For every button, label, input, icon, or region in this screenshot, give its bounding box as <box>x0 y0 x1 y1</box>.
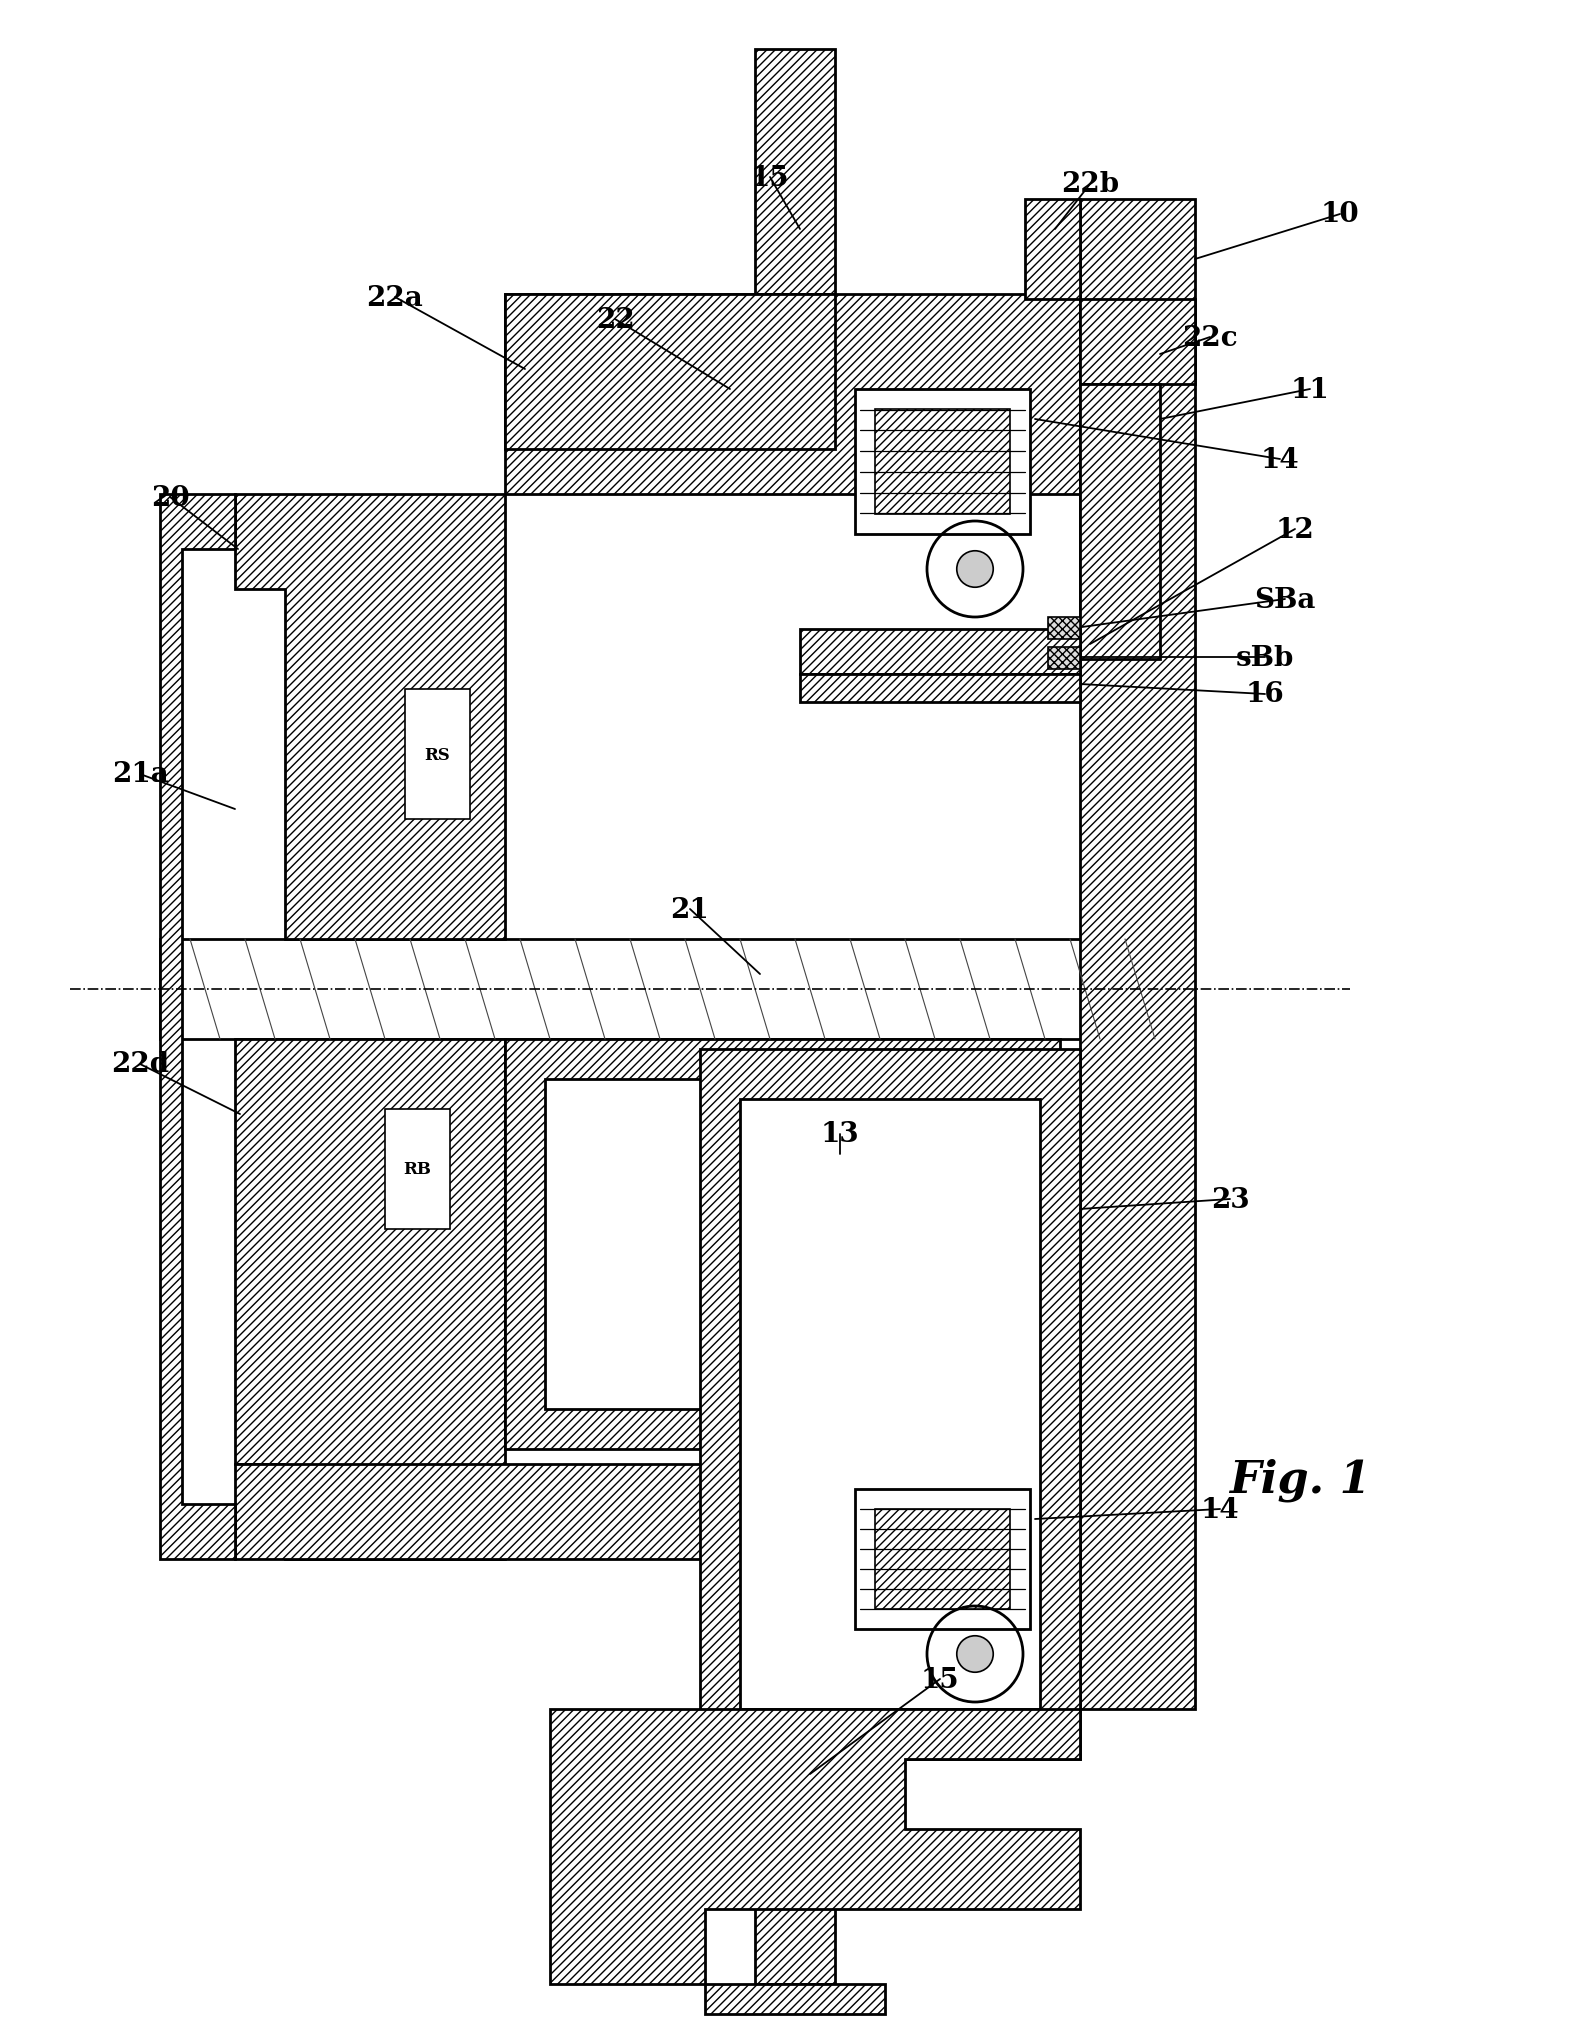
Bar <box>739 1100 1040 1709</box>
Bar <box>755 1760 834 1983</box>
Polygon shape <box>550 1709 1081 2014</box>
Bar <box>1025 199 1081 300</box>
Bar <box>1081 300 1194 386</box>
Text: 20: 20 <box>150 485 190 512</box>
Bar <box>545 1080 1021 1409</box>
Polygon shape <box>235 495 506 940</box>
Text: RS: RS <box>425 747 450 763</box>
Text: 14: 14 <box>1201 1496 1239 1522</box>
Bar <box>799 629 1081 674</box>
Bar <box>1048 617 1081 639</box>
Text: 15: 15 <box>921 1667 959 1693</box>
Bar <box>855 390 1030 534</box>
Bar <box>799 674 1081 702</box>
Bar <box>235 1464 804 1559</box>
Bar <box>1081 199 1194 1709</box>
Bar <box>1081 386 1160 660</box>
Text: 22b: 22b <box>1060 171 1119 199</box>
Text: 22: 22 <box>596 307 635 333</box>
Text: 21a: 21a <box>112 761 169 788</box>
Text: 12: 12 <box>1275 516 1315 544</box>
Text: Fig. 1: Fig. 1 <box>1229 1458 1371 1500</box>
Text: 11: 11 <box>1291 376 1329 404</box>
Text: 22c: 22c <box>1182 325 1237 351</box>
Bar <box>404 690 469 820</box>
Polygon shape <box>235 1039 506 1559</box>
Bar <box>1048 648 1081 670</box>
Text: RB: RB <box>403 1161 431 1177</box>
Circle shape <box>957 1636 994 1673</box>
Bar <box>755 51 834 294</box>
Text: sBb: sBb <box>1236 644 1294 672</box>
Text: 15: 15 <box>750 164 790 191</box>
Bar <box>875 410 1010 516</box>
Text: SBa: SBa <box>1255 587 1316 613</box>
Circle shape <box>957 552 994 589</box>
Text: 23: 23 <box>1210 1186 1250 1212</box>
Bar <box>855 1490 1030 1630</box>
Text: 14: 14 <box>1261 447 1299 473</box>
Polygon shape <box>506 1039 1060 1449</box>
Bar <box>700 1050 1081 1760</box>
Text: 13: 13 <box>820 1121 860 1147</box>
Text: 16: 16 <box>1245 682 1285 708</box>
Polygon shape <box>160 495 235 1559</box>
Bar <box>875 1508 1010 1610</box>
Bar <box>386 1110 450 1230</box>
Text: 22d: 22d <box>111 1052 169 1078</box>
Text: 10: 10 <box>1321 201 1359 229</box>
Text: 22a: 22a <box>367 284 423 311</box>
Text: 21: 21 <box>670 895 709 924</box>
Bar <box>506 294 1081 495</box>
Bar <box>506 294 834 451</box>
Bar <box>160 940 1160 1039</box>
